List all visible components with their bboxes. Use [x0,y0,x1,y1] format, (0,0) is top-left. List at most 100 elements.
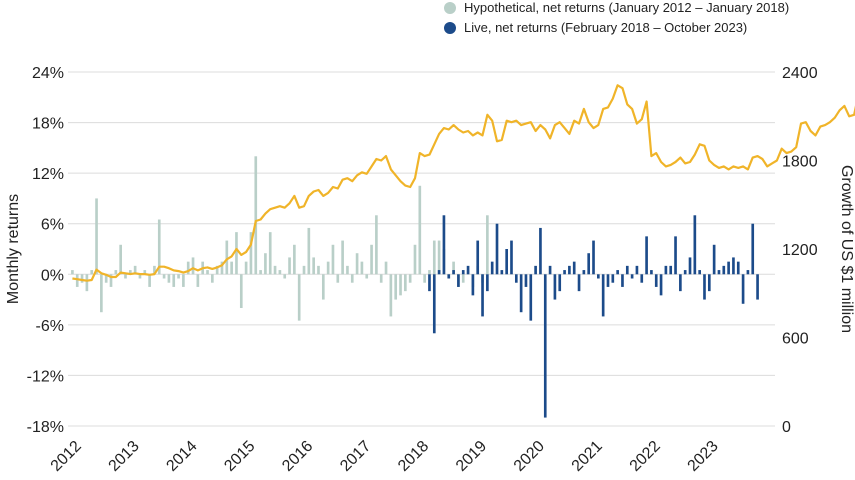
bar-hypothetical [399,274,402,296]
y2-tick-label: 1800 [782,154,818,171]
x-tick-label: 2023 [685,438,722,475]
bar-hypothetical [148,274,151,287]
bar-hypothetical [109,274,113,287]
bar-hypothetical [461,274,465,283]
bar-live [727,261,730,275]
bar-live [659,274,663,296]
bar-hypothetical [293,244,296,275]
bar-live [543,274,547,418]
bar-live [625,265,629,275]
bar-live [519,274,523,313]
bar-hypothetical [215,265,219,275]
bar-live [587,253,591,275]
bar-live [597,274,600,279]
x-tick-label: 2022 [627,438,664,475]
legend-label-live: Live, net returns (February 2018 – Octob… [464,20,748,35]
bar-live [751,223,755,275]
bar-live [466,265,470,275]
bar-live [495,223,499,275]
bar-hypothetical [143,270,147,275]
bar-hypothetical [307,227,311,275]
y-tick-label: 0% [41,267,64,284]
bar-hypothetical [423,274,426,283]
bar-hypothetical [346,265,349,275]
bar-hypothetical [350,274,354,283]
bar-hypothetical [75,274,79,287]
y2-axis-title: Growth of US $1 million [838,165,855,333]
bar-hypothetical [302,265,306,275]
bar-hypothetical [370,244,373,275]
bar-live [534,265,537,275]
bar-hypothetical [157,219,161,275]
bar-live [563,270,566,275]
bar-hypothetical [297,274,301,321]
y-tick-label: -18% [27,419,64,436]
bar-live [524,274,528,287]
bar-live [722,265,726,275]
bar-live [640,274,644,283]
y-axis-title: Monthly returns [5,194,22,304]
bar-live [471,274,475,296]
bar-live [505,249,508,275]
x-tick-label: 2018 [395,438,432,475]
x-tick-label: 2013 [106,438,143,475]
bar-hypothetical [191,257,195,275]
bar-hypothetical [196,274,200,287]
bar-live [553,274,557,300]
bar-hypothetical [249,232,253,275]
x-tick-label: 2016 [279,438,316,475]
bar-hypothetical [186,261,190,275]
bar-live [529,274,533,321]
x-tick-label: 2019 [453,438,490,475]
bar-live [621,274,624,287]
y-tick-label: 18% [32,116,64,133]
bar-hypothetical [288,257,291,275]
bar-hypothetical [220,261,224,275]
bar-live [461,270,465,275]
bar-live [447,274,451,279]
bar-hypothetical [432,240,436,275]
bar-live [606,274,610,287]
bar-hypothetical [100,274,103,313]
bar-hypothetical [264,253,267,275]
bar-live [693,215,697,275]
bar-live [688,257,692,275]
bar-hypothetical [182,274,185,287]
bar-live [490,261,494,275]
legend-item-live: Live, net returns (February 2018 – Octob… [444,20,747,35]
bar-hypothetical [486,215,489,275]
bar-live [432,274,436,334]
bar-hypothetical [206,270,209,275]
x-tick-label: 2020 [511,438,548,475]
bar-live [510,240,513,275]
bar-live [452,270,455,275]
bar-live [717,270,721,275]
bar-live [683,270,687,275]
legend-label-hypothetical: Hypothetical, net returns (January 2012 … [464,0,790,15]
bar-live [645,236,648,275]
bar-hypothetical [341,240,344,275]
y-tick-label: 6% [41,217,64,234]
y2-tick-label: 600 [782,331,809,348]
bar-live [756,274,759,300]
bar-live [674,236,677,275]
bar-hypothetical [244,261,248,275]
bar-live [539,227,542,275]
bar-live [736,261,740,275]
bar-live [664,265,668,275]
bar-hypothetical [317,265,320,275]
bar-live [558,274,562,292]
bar-hypothetical [437,240,441,275]
y2-tick-label: 2400 [782,65,818,82]
bar-live [481,274,484,317]
y-tick-label: 24% [32,65,64,82]
bar-hypothetical [268,232,272,275]
bar-live [611,274,615,283]
bar-live [635,265,639,275]
bar-hypothetical [259,270,262,275]
bar-hypothetical [389,274,393,317]
bar-hypothetical [312,257,315,275]
bar-live [582,270,586,275]
bar-hypothetical [85,274,89,292]
bar-live [630,274,634,279]
